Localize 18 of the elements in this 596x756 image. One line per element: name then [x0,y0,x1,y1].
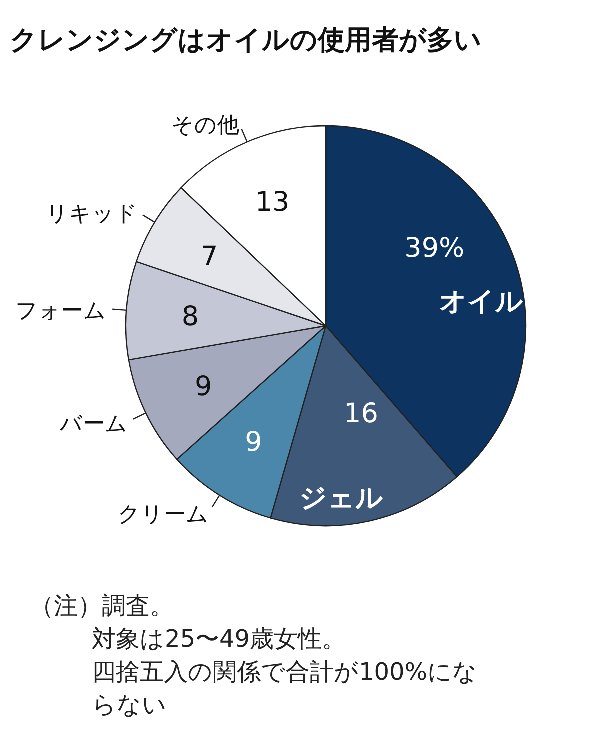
slice-label: その他 [171,114,240,139]
slice-label: ジェル [300,483,384,514]
slice-label: オイル [440,286,524,318]
data-label: 39% [404,233,465,264]
data-label: 8 [182,301,200,332]
slice-label: バーム [59,412,128,437]
data-label: 16 [344,398,378,430]
data-label: 9 [245,427,262,458]
data-label: 7 [201,242,218,273]
slice-label: フォーム [16,298,107,324]
data-label: 13 [255,186,290,218]
text: 対象は25〜49歳女性。 [91,624,348,655]
slice-label: リキッド [46,202,138,228]
text: 四捨五入の関係で合計が100%にならない [91,657,479,721]
chart-title: クレンジングはオイルの使用者が多い [10,24,482,58]
text: （注）調査。 [30,591,175,622]
data-label: 9 [195,371,212,402]
slice-label: クリーム [118,502,210,528]
